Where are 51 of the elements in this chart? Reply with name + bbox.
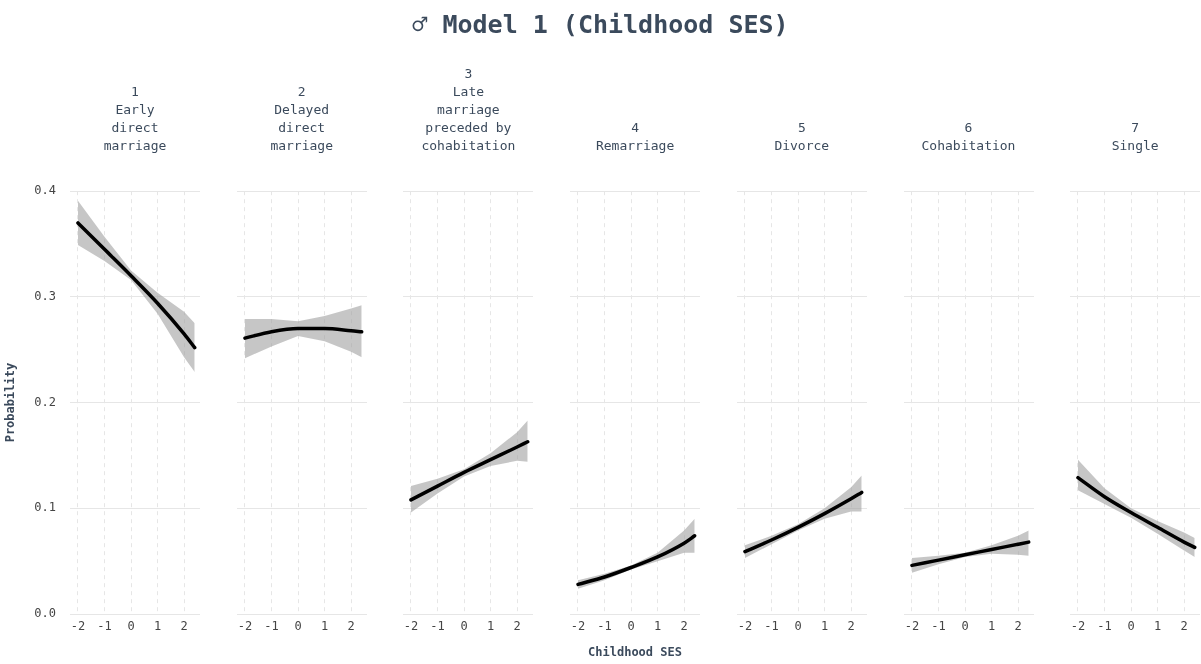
x-tick-label: 1 bbox=[487, 619, 495, 634]
x-tick-label: 2 bbox=[180, 619, 188, 634]
x-tick-label: 0 bbox=[960, 619, 969, 634]
x-tick-label: -1 bbox=[430, 619, 446, 634]
x-tick-label: 2 bbox=[347, 619, 355, 634]
x-tick-label: -2 bbox=[904, 619, 919, 634]
y-tick-label: 0.3 bbox=[34, 289, 56, 304]
x-tick-label: 2 bbox=[847, 619, 855, 634]
x-tick-label: 0 bbox=[1127, 619, 1135, 634]
x-tick-label: 1 bbox=[1154, 619, 1162, 634]
x-tick-label: -2 bbox=[404, 619, 419, 634]
chart-title: 7 Single bbox=[1111, 119, 1159, 155]
x-tick-label: 1 bbox=[654, 619, 662, 634]
y-tick-label: 0.2 bbox=[34, 394, 56, 409]
chart-title: 6 Cohabitation bbox=[921, 119, 1016, 155]
x-tick-label: -1 bbox=[764, 619, 779, 634]
x-tick-label: 2 bbox=[680, 619, 688, 634]
x-tick-label: -1 bbox=[263, 619, 279, 634]
chart-title: 4 Remarriage bbox=[595, 119, 675, 155]
chart-title: 5 Divorce bbox=[774, 119, 830, 155]
x-tick-label: -1 bbox=[930, 619, 946, 634]
x-tick-label: 0 bbox=[794, 619, 802, 634]
y-tick-label: 0.1 bbox=[34, 500, 56, 515]
chart-title: 2 Delayed direct marriage bbox=[270, 83, 333, 155]
x-tick-label: -2 bbox=[737, 619, 752, 634]
x-tick-label: -1 bbox=[597, 619, 612, 634]
x-tick-label: -2 bbox=[1070, 619, 1086, 634]
x-tick-label: -2 bbox=[237, 619, 252, 634]
x-axis-title: Childhood SES bbox=[588, 644, 683, 659]
line-series bbox=[76, 221, 197, 350]
x-tick-label: -1 bbox=[97, 619, 112, 634]
x-tick-label: 1 bbox=[153, 619, 162, 634]
chart-title: 3 Late marriage preceded by cohabitation bbox=[421, 65, 516, 155]
x-tick-label: 0 bbox=[294, 619, 302, 634]
x-tick-label: 0 bbox=[127, 619, 135, 634]
x-tick-label: 2 bbox=[1180, 619, 1188, 634]
x-tick-label: 0 bbox=[627, 619, 635, 634]
x-tick-label: 0 bbox=[460, 619, 469, 634]
text: ♂ Model 1 (Childhood SES) bbox=[411, 10, 790, 39]
x-tick-label: 1 bbox=[987, 619, 995, 634]
x-tick-label: 1 bbox=[820, 619, 828, 634]
chart-title: 1 Early direct marriage bbox=[103, 83, 167, 155]
y-axis-title: Probability bbox=[3, 362, 18, 443]
x-tick-label: -2 bbox=[570, 619, 586, 634]
x-tick-label: -2 bbox=[70, 619, 86, 634]
y-tick-label: 0.0 bbox=[34, 606, 56, 621]
x-tick-label: 2 bbox=[1013, 619, 1022, 634]
x-tick-label: 1 bbox=[320, 619, 328, 634]
x-tick-label: 2 bbox=[513, 619, 522, 634]
y-tick-label: 0.4 bbox=[34, 183, 56, 198]
x-tick-label: -1 bbox=[1097, 619, 1112, 634]
